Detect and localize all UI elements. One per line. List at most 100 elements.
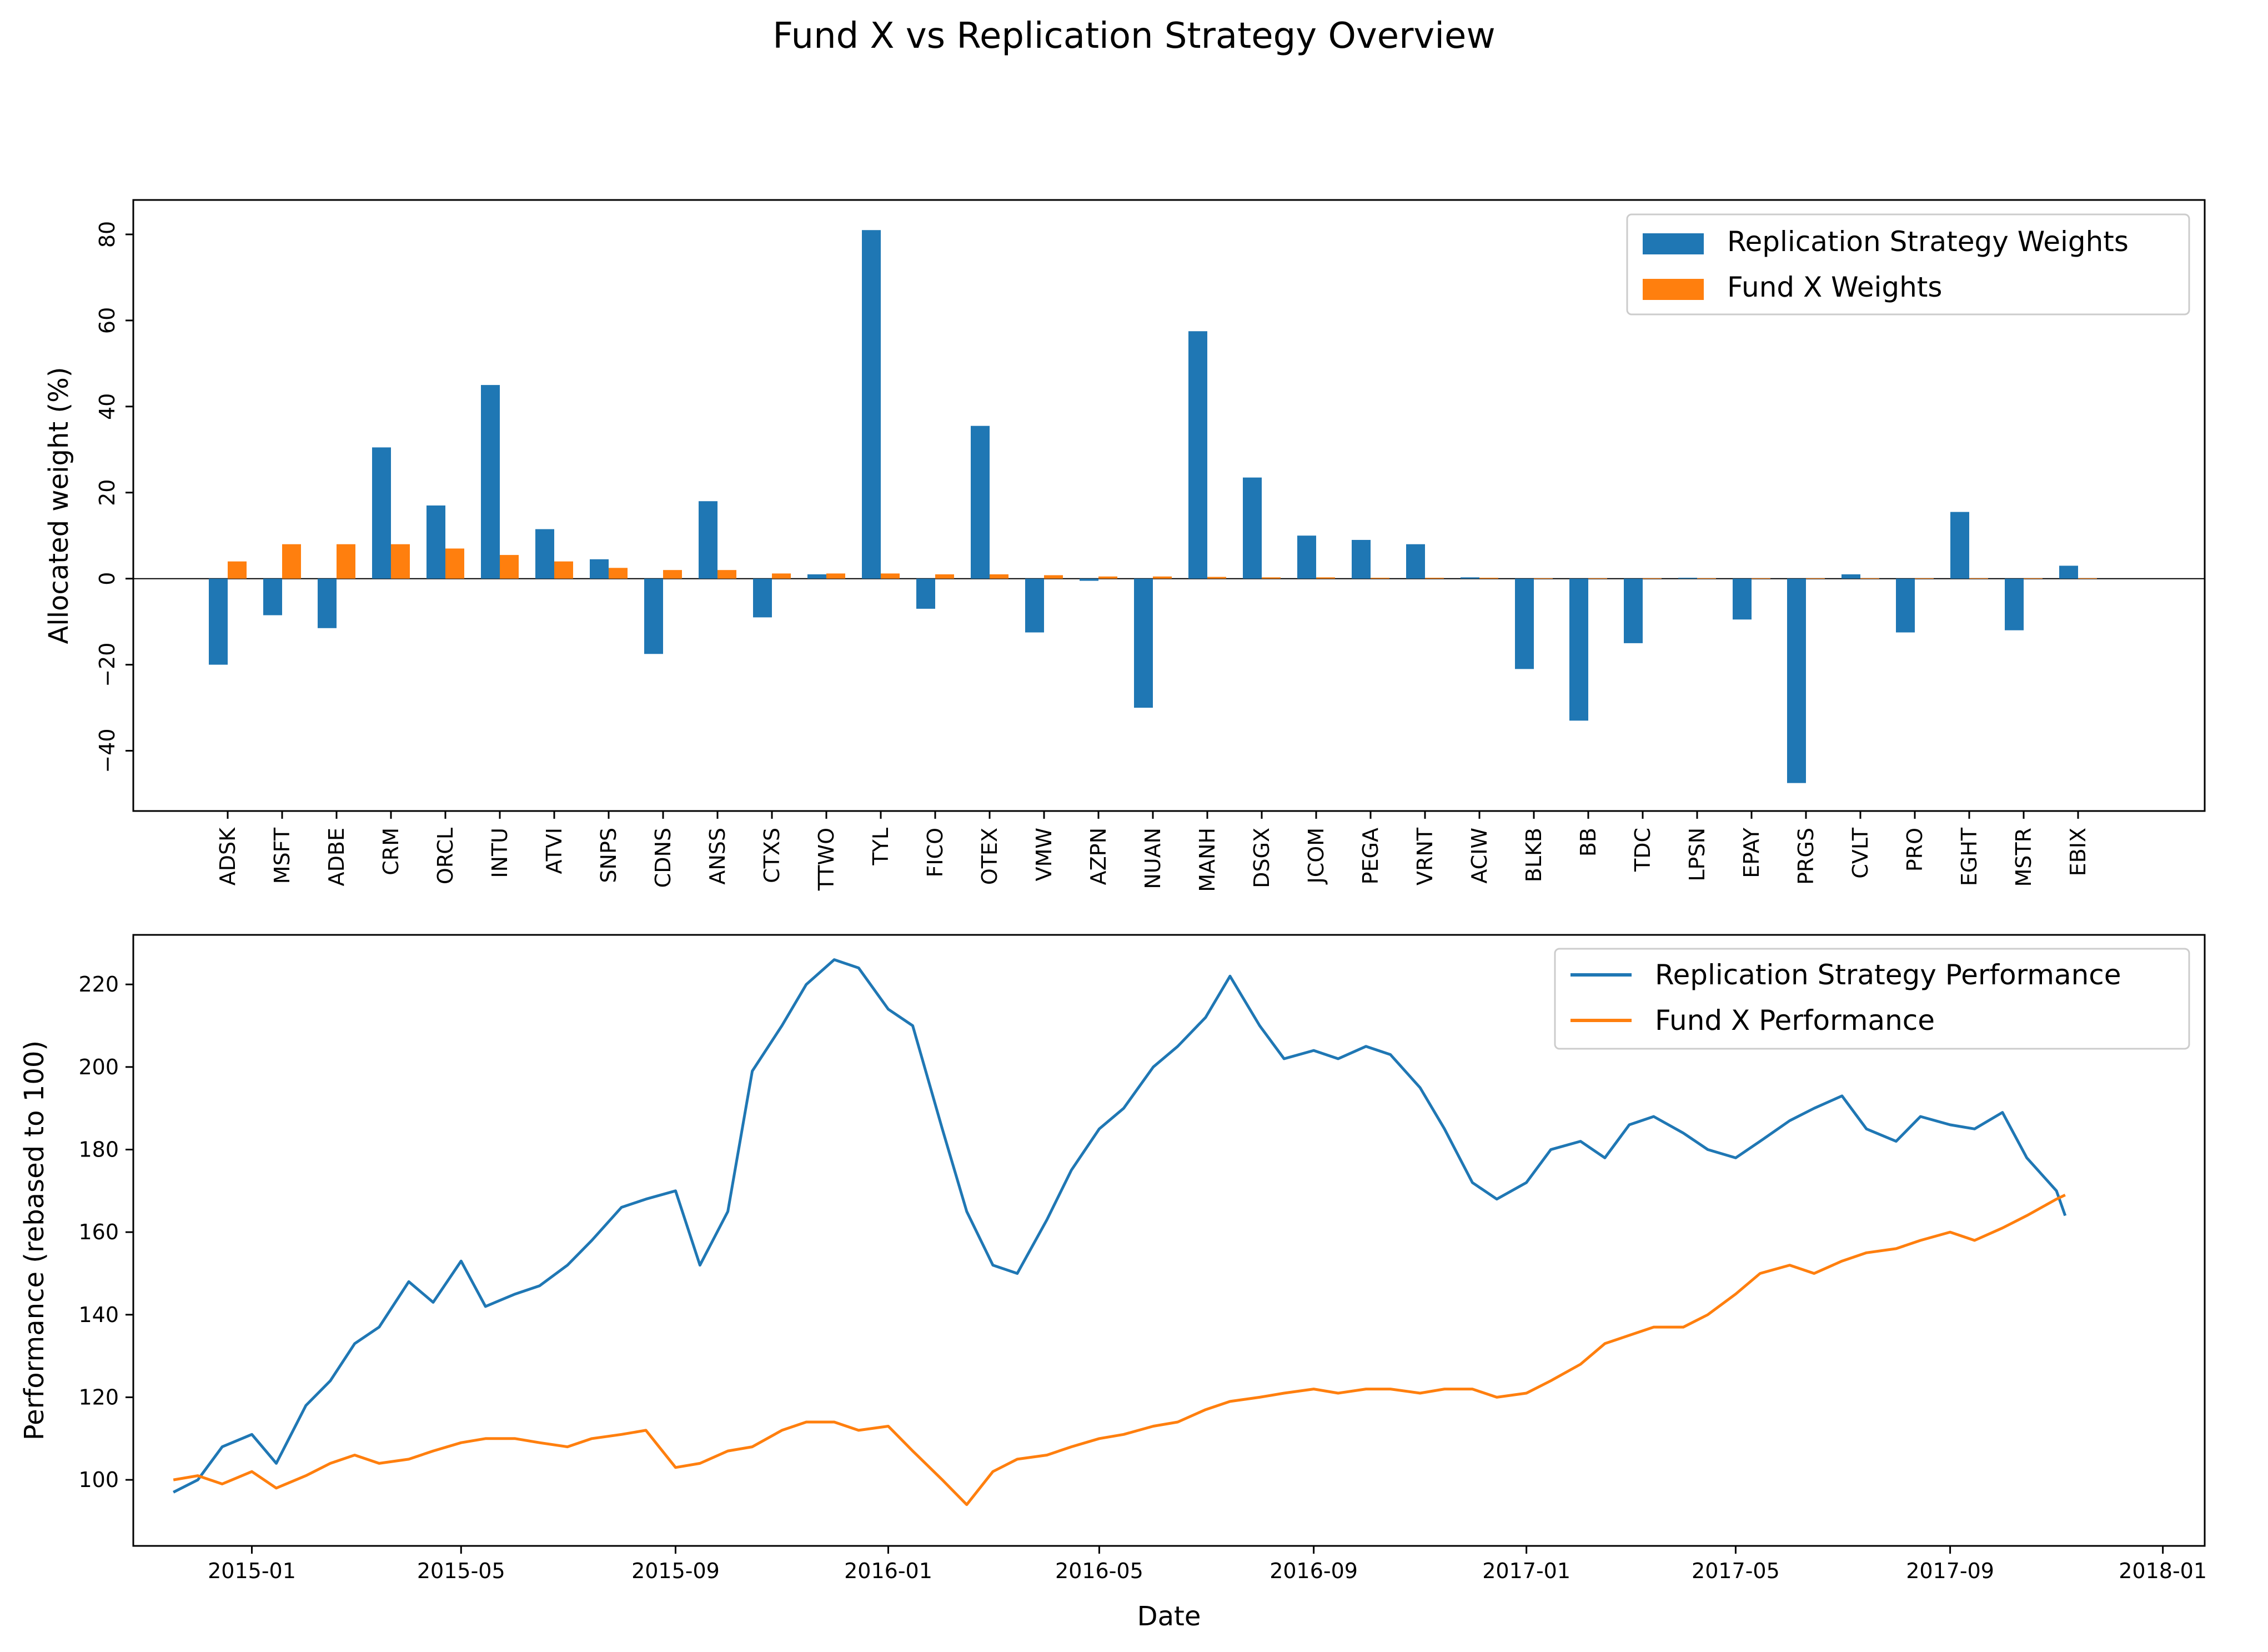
line-legend-label-replication: Replication Strategy Performance bbox=[1655, 959, 2121, 991]
replication-weight-bar bbox=[753, 578, 772, 618]
fundx-weight-bar bbox=[717, 570, 736, 579]
fundx-weight-bar bbox=[1697, 578, 1716, 579]
bar-x-tick-label: EBIX bbox=[2066, 828, 2090, 876]
fundx-weight-bar bbox=[772, 573, 791, 579]
fundx-weight-bar bbox=[337, 544, 355, 579]
line-legend-box bbox=[1554, 948, 2190, 1050]
fundx-weight-bar bbox=[935, 574, 954, 579]
replication-weight-bar bbox=[1080, 578, 1098, 581]
bar-axes-frame bbox=[132, 199, 2206, 812]
replication-weight-bar bbox=[1297, 535, 1316, 579]
bar-x-tick-label: ADSK bbox=[215, 827, 240, 885]
replication-weight-bar bbox=[1896, 578, 1915, 633]
replication-weight-bar bbox=[590, 559, 609, 579]
replication-weight-bar bbox=[318, 578, 337, 628]
bar-x-tick-label: BB bbox=[1576, 828, 1600, 857]
fundx-weight-bar bbox=[1316, 577, 1335, 579]
line-x-tick-label: 2017-09 bbox=[1906, 1559, 1994, 1583]
line-y-tick-label: 140 bbox=[78, 1303, 119, 1327]
replication-weight-bar bbox=[862, 230, 881, 579]
fundx-weight-bar bbox=[228, 561, 247, 579]
replication-weight-bar bbox=[2059, 565, 2078, 579]
fundx-weight-bar bbox=[663, 570, 682, 579]
bar-x-tick-label: PRO bbox=[1903, 828, 1927, 872]
bar-x-tick-label: OTEX bbox=[977, 828, 1002, 885]
bar-x-tick-label: BLKB bbox=[1522, 828, 1546, 882]
fundx-weight-bar bbox=[990, 574, 1008, 579]
bar-y-tick-label: 60 bbox=[95, 307, 119, 334]
bar-x-tick-label: VRNT bbox=[1413, 827, 1437, 885]
bar-legend: Replication Strategy Weights Fund X Weig… bbox=[1626, 213, 2190, 316]
line-y-tick-label: 120 bbox=[78, 1385, 119, 1409]
replication-weight-bar bbox=[1624, 578, 1643, 643]
bar-legend-label-replication: Replication Strategy Weights bbox=[1727, 226, 2129, 258]
replication-weight-bar bbox=[1515, 578, 1534, 669]
fundx-weight-bar bbox=[1969, 578, 1988, 579]
line-y-tick-label: 200 bbox=[78, 1055, 119, 1079]
bar-y-axis-label: Allocated weight (%) bbox=[43, 367, 74, 644]
bar-x-tick-label: TTWO bbox=[814, 828, 839, 891]
line-y-tick-label: 180 bbox=[78, 1137, 119, 1162]
replication-weight-bar bbox=[644, 578, 663, 654]
fundx-weight-bar bbox=[1860, 578, 1879, 579]
fundx-weight-bar bbox=[1153, 576, 1172, 579]
fundx-weight-bar bbox=[881, 573, 900, 579]
replication-weight-bar bbox=[2005, 578, 2024, 630]
fundx-weight-bar bbox=[2024, 578, 2043, 579]
line-x-tick-label: 2016-01 bbox=[844, 1559, 932, 1583]
line-y-tick-label: 220 bbox=[78, 972, 119, 997]
bar-x-tick-label: TYL bbox=[869, 828, 893, 866]
replication-weight-bar bbox=[1188, 331, 1207, 579]
bar-y-tick-label: 80 bbox=[95, 221, 119, 248]
bar-x-tick-label: ORCL bbox=[433, 828, 458, 884]
line-legend: Replication Strategy Performance Fund X … bbox=[1554, 948, 2190, 1050]
line-x-tick-label: 2017-01 bbox=[1482, 1559, 1570, 1583]
bar-x-tick-label: CDNS bbox=[651, 828, 675, 888]
replication-weight-bar bbox=[481, 385, 500, 579]
replication-weight-bar bbox=[699, 501, 717, 579]
fundx-weight-bar bbox=[1262, 577, 1281, 579]
line-x-tick-label: 2015-01 bbox=[208, 1559, 296, 1583]
replication-weight-bar bbox=[1678, 578, 1697, 579]
replication-weight-bar bbox=[1950, 512, 1969, 579]
bar-legend-box bbox=[1626, 213, 2190, 316]
line-y-axis-label: Performance (rebased to 100) bbox=[19, 1040, 50, 1440]
replication-weight-bar bbox=[807, 574, 826, 579]
bar-x-tick-label: NUAN bbox=[1141, 828, 1165, 889]
replication-weight-bar bbox=[209, 578, 228, 665]
bar-x-tick-label: MSFT bbox=[270, 827, 294, 884]
line-x-tick-label: 2015-05 bbox=[417, 1559, 505, 1583]
fundx-weight-bar bbox=[1479, 578, 1498, 579]
bar-x-tick-label: DSGX bbox=[1250, 828, 1274, 888]
replication-weight-bar bbox=[1243, 477, 1262, 579]
fundx-weight-bar bbox=[1098, 576, 1117, 579]
bar-x-tick-label: TDC bbox=[1630, 828, 1655, 872]
replication-weight-bar bbox=[1025, 578, 1044, 633]
fundx-weight-bar bbox=[1752, 578, 1770, 579]
bar-x-tick-label: PRGS bbox=[1794, 828, 1818, 885]
bar-x-tick-label: AZPN bbox=[1086, 828, 1111, 885]
line-x-tick-label: 2018-01 bbox=[2119, 1559, 2207, 1583]
fundx-weight-bar bbox=[554, 561, 573, 579]
bar-legend-swatch-fundx bbox=[1643, 279, 1704, 300]
performance-line-chart: 100 120 140 160 180 200 220 2015-01 2015-05 2015-… bbox=[19, 934, 2207, 1632]
bar-legend-swatch-replication bbox=[1643, 233, 1704, 254]
bar-legend-label-fundx: Fund X Weights bbox=[1727, 271, 1942, 303]
fundx-weight-bar bbox=[609, 568, 628, 579]
bar-x-tick-label: CRM bbox=[379, 828, 403, 875]
replication-performance-line bbox=[173, 958, 2067, 1494]
bar-x-tick-label: ATVI bbox=[542, 828, 566, 874]
bar-x-tick-label: CTXS bbox=[760, 828, 784, 883]
line-x-tick-label: 2016-05 bbox=[1055, 1559, 1143, 1583]
line-chart-marks: 100 120 140 160 180 200 220 2015-01 2015-05 2015-… bbox=[78, 958, 2207, 1583]
bar-x-tick-label: LPSN bbox=[1685, 828, 1709, 882]
bar-x-tick-label: MSTR bbox=[2011, 828, 2036, 887]
line-x-tick-label: 2017-05 bbox=[1692, 1559, 1780, 1583]
fundx-weight-bar bbox=[1806, 578, 1825, 579]
bar-x-tick-label: MANH bbox=[1195, 828, 1220, 892]
replication-weight-bar bbox=[1461, 577, 1479, 579]
line-x-axis-label: Date bbox=[1137, 1601, 1201, 1632]
fundx-weight-bar bbox=[1588, 578, 1607, 579]
line-legend-label-fundx: Fund X Performance bbox=[1655, 1004, 1935, 1037]
bar-x-tick-label: PEGA bbox=[1358, 828, 1383, 884]
